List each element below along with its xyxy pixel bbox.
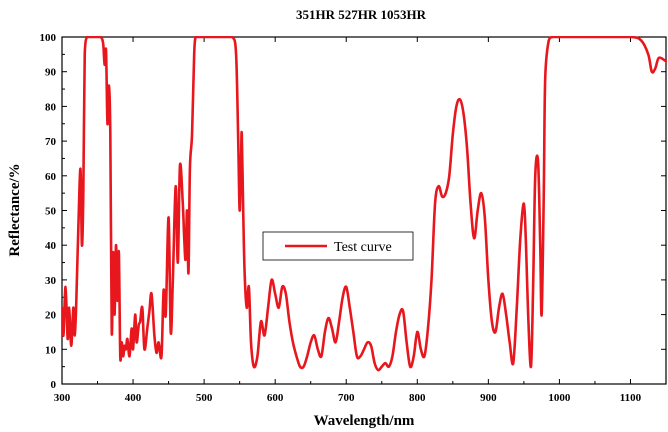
x-tick-label: 1000 <box>548 392 571 404</box>
series-line-test-curve <box>62 36 667 372</box>
y-axis-label: Reflectance/% <box>7 163 23 256</box>
x-tick-label: 1100 <box>620 392 642 404</box>
y-tick-label: 60 <box>45 171 57 183</box>
y-tick-label: 70 <box>45 136 57 148</box>
y-tick-label: 40 <box>45 240 57 252</box>
x-tick-label: 700 <box>338 392 355 404</box>
y-tick-label: 100 <box>40 32 57 44</box>
y-tick-label: 30 <box>45 275 57 287</box>
y-tick-label: 0 <box>51 379 57 391</box>
x-axis: 300 400 500 600 700 800 900 1000 1100 <box>54 37 642 404</box>
y-tick-label: 90 <box>45 67 57 79</box>
x-tick-label: 400 <box>125 392 142 404</box>
x-tick-label: 300 <box>54 392 71 404</box>
legend-label-test-curve: Test curve <box>334 240 392 255</box>
y-tick-label: 20 <box>45 310 57 322</box>
x-axis-label: Wavelength/nm <box>314 413 415 429</box>
y-tick-label: 50 <box>45 206 57 218</box>
x-tick-label: 600 <box>267 392 284 404</box>
y-tick-label: 80 <box>45 101 57 113</box>
chart-title: 351HR 527HR 1053HR <box>296 7 427 22</box>
y-axis: 0 10 20 30 40 50 60 70 80 90 100 <box>40 32 666 391</box>
x-tick-label: 800 <box>409 392 426 404</box>
x-tick-label: 500 <box>196 392 213 404</box>
legend: Test curve <box>262 231 414 261</box>
plot-frame <box>61 36 667 385</box>
x-tick-label: 900 <box>480 392 497 404</box>
y-tick-label: 10 <box>45 344 57 356</box>
